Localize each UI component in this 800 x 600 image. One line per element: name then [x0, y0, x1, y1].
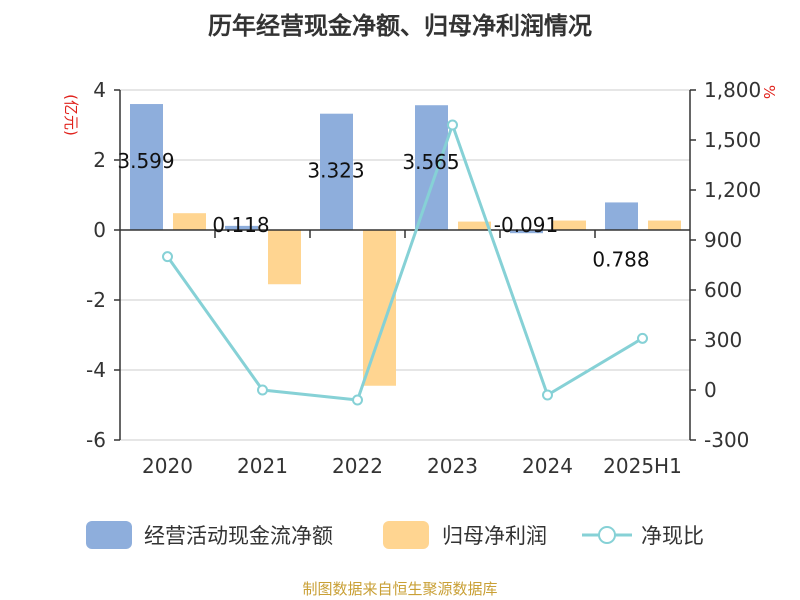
legend-marker-ratio: [598, 526, 616, 544]
legend-label-profit: 归母净利润: [442, 524, 547, 548]
ratio-point: [447, 119, 458, 131]
legend-item-ratio[interactable]: 净现比: [582, 524, 704, 548]
legend-item-cash[interactable]: 经营活动现金流净额: [86, 521, 333, 549]
left-tick-label: 4: [93, 78, 106, 102]
bar-cash: [225, 225, 258, 230]
bar-cash: [320, 113, 353, 230]
ratio-point: [542, 389, 553, 401]
bar-profit: [363, 230, 396, 386]
bars: [130, 104, 681, 386]
bar-cash: [605, 202, 638, 230]
legend-swatch-profit: [383, 521, 429, 549]
ratio-point: [257, 384, 268, 396]
legend-swatch-cash: [86, 521, 132, 549]
ratio-point: [352, 394, 363, 406]
category-label: 2023: [427, 454, 478, 478]
left-tick-label: -6: [86, 428, 106, 452]
left-tick-label: 0: [93, 218, 106, 242]
right-tick-label: 1,800: [704, 78, 761, 102]
bar-profit: [173, 213, 206, 230]
category-label: 2021: [237, 454, 288, 478]
data-labels: 3.599 0.118 3.323 3.565 -0.091 0.788: [117, 149, 649, 271]
bar-profit: [553, 220, 586, 230]
legend-label-cash: 经营活动现金流净额: [144, 524, 333, 548]
category-label: 2024: [522, 454, 573, 478]
cash-data-label: -0.091: [494, 213, 558, 237]
axes: [114, 89, 696, 441]
left-tick-label: -4: [86, 358, 106, 382]
left-tick-label: -2: [86, 288, 106, 312]
bar-cash: [130, 104, 163, 230]
grid-lines: [120, 89, 690, 441]
cash-data-label: 0.118: [212, 213, 269, 237]
bar-cash: [510, 230, 543, 234]
cash-data-label: 3.565: [402, 150, 459, 174]
cash-data-label: 0.788: [592, 247, 649, 271]
right-tick-label: 900: [704, 228, 742, 252]
bar-cash: [415, 105, 448, 230]
source-note: 制图数据来自恒生聚源数据库: [302, 580, 497, 598]
right-tick-label: 1,500: [704, 128, 761, 152]
category-label: 2022: [332, 454, 383, 478]
left-axis-unit: (亿元): [62, 94, 80, 136]
right-tick-label: 600: [704, 278, 742, 302]
bar-profit: [458, 221, 491, 230]
cash-data-label: 3.323: [307, 159, 364, 183]
cash-data-label: 3.599: [117, 149, 174, 173]
ratio-polyline: [166, 123, 644, 402]
bar-profit: [268, 230, 301, 285]
legend-label-ratio: 净现比: [641, 524, 704, 548]
right-tick-label: 300: [704, 328, 742, 352]
legend[interactable]: 经营活动现金流净额 归母净利润 净现比: [86, 521, 704, 549]
right-tick-label: 1,200: [704, 178, 761, 202]
tick-labels: -6 -4 -2 0 2 4 -300 0 300 600 900 1,200 1,500 1,800 20…: [86, 78, 761, 478]
category-label: 2020: [142, 454, 193, 478]
ratio-point: [162, 251, 173, 263]
right-axis-unit: %: [760, 85, 778, 99]
category-label: 2025H1: [603, 454, 682, 478]
ratio-line: [162, 119, 648, 406]
legend-item-profit[interactable]: 归母净利润: [383, 521, 547, 549]
right-tick-label: -300: [704, 428, 749, 452]
chart-title: 历年经营现金净额、归母净利润情况: [208, 12, 592, 40]
right-tick-label: 0: [704, 378, 717, 402]
bar-profit: [648, 220, 681, 230]
left-tick-label: 2: [93, 148, 106, 172]
ratio-point: [637, 332, 648, 344]
